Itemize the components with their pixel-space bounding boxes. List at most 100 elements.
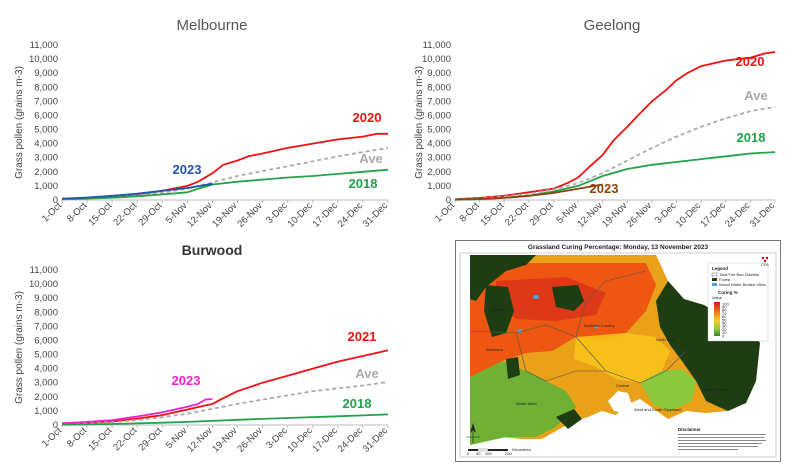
legend-item-fire-ban: Total Fire Ban Districts <box>719 272 759 277</box>
y-tick-label: 5,000 <box>34 350 58 361</box>
legend-item-forest: Forest <box>719 277 731 282</box>
y-tick-label: 3,000 <box>427 153 451 164</box>
district-boundaries <box>469 270 687 384</box>
series-label-2018: 2018 <box>737 130 766 145</box>
grassland-curing-map-panel: Mallee Wimmera Northern Country North Ea… <box>455 240 781 462</box>
chart-burwood: Burwood Grass pollen (grains m-3) 0 1,000 2,… <box>14 242 390 455</box>
curing-scale-bar <box>714 302 720 336</box>
low-curing-area-gippsland <box>640 369 696 411</box>
y-tick-label: 0 <box>53 195 58 206</box>
curing-scale-value: 20 <box>722 327 727 332</box>
scale-tick-100: 100 <box>485 451 492 456</box>
chart-melbourne: Melbourne Grass pollen (grains m-3) 0 1,000… <box>14 17 390 230</box>
forest-north-west <box>470 255 536 301</box>
series-label-2023: 2023 <box>590 181 619 196</box>
y-tick-label: 7,000 <box>34 321 58 332</box>
map-legend-title: Legend <box>712 266 728 271</box>
y-tick-label: 4,000 <box>34 139 58 150</box>
port-phillip-bay <box>608 391 632 413</box>
series-label-2020: 2020 <box>736 54 765 69</box>
y-tick-label: 8,000 <box>427 82 451 93</box>
chart-title: Burwood <box>182 242 243 258</box>
series-line-2020 <box>61 132 388 200</box>
region-label-northern-country: Northern Country <box>584 323 615 328</box>
chart-title: Melbourne <box>177 17 248 34</box>
y-tick-label: 5,000 <box>34 125 58 136</box>
curing-scale-value: 60 <box>722 314 727 319</box>
x-tick-label: 22-Oct <box>111 200 139 228</box>
forest-grampians <box>506 357 520 379</box>
curing-scale-title: Curing % <box>718 290 738 295</box>
x-tick-label: 26-Nov <box>235 200 265 230</box>
y-tick-label: 7,000 <box>34 96 58 107</box>
region-label-south-west: South West <box>516 401 537 406</box>
y-tick-label: 2,000 <box>34 167 58 178</box>
y-axis-label: Grass pollen (grains m-3) <box>14 66 25 179</box>
y-axis-label: Grass pollen (grains m-3) <box>414 66 425 179</box>
series-line-2018 <box>61 413 389 426</box>
series-label-ave: Ave <box>355 366 378 381</box>
series-line-ave <box>61 381 389 426</box>
y-tick-label: 1,000 <box>34 181 58 192</box>
disclaimer-title: Disclaimer <box>678 427 701 432</box>
x-tick-label: 31-Dec <box>361 200 391 230</box>
region-label-central: Central <box>616 383 629 388</box>
region-label-mallee: Mallee <box>492 307 505 312</box>
series-line-ave <box>61 147 389 201</box>
y-tick-label: 1,000 <box>427 181 451 192</box>
mid-curing-area <box>574 333 670 383</box>
y-tick-label: 11,000 <box>423 40 451 51</box>
y-tick-label: 9,000 <box>34 293 58 304</box>
y-tick-label: 0 <box>446 195 451 206</box>
chart-geelong: Geelong Grass pollen (grains m-3) 0 1,000 2,… <box>414 17 777 230</box>
y-tick-label: 0 <box>53 420 58 431</box>
x-tick-label: 17-Dec <box>698 200 728 230</box>
series-label-2023: 2023 <box>173 162 202 177</box>
curing-scale-value: 90 <box>722 305 727 310</box>
disclaimer-text-lines <box>678 434 766 450</box>
scale-tick-200: 200 <box>505 451 512 456</box>
region-label-wimmera: Wimmera <box>486 347 504 352</box>
series-label-2021: 2021 <box>348 329 377 344</box>
x-tick-label: 26-Nov <box>235 425 265 455</box>
x-tick-label: 29-Oct <box>136 425 164 453</box>
region-label-west-south-gippsland: West and South Gippsland <box>634 407 682 412</box>
region-label-north-east: North East <box>656 337 676 342</box>
chart-title: Geelong <box>584 17 641 34</box>
y-axis-label: Grass pollen (grains m-3) <box>14 291 25 404</box>
x-tick-label: 15-Oct <box>86 200 114 228</box>
curing-scale-value: 0 <box>722 333 725 338</box>
curing-map-svg: Mallee Wimmera Northern Country North Ea… <box>459 252 777 458</box>
x-tick-label: 24-Dec <box>336 425 366 455</box>
x-tick-label: 17-Dec <box>311 200 341 230</box>
cfa-logo: CFA <box>760 255 772 267</box>
x-tick-label: 31-Dec <box>361 425 391 455</box>
series-label-2018: 2018 <box>349 176 378 191</box>
y-tick-label: 3,000 <box>34 378 58 389</box>
x-tick-label: 24-Dec <box>723 200 753 230</box>
x-tick-label: 29-Oct <box>136 200 164 228</box>
x-tick-label: 1-Oct <box>40 200 64 224</box>
y-tick-label: 4,000 <box>427 139 451 150</box>
series-line-2021 <box>61 349 389 425</box>
x-tick-label: 19-Nov <box>210 425 240 455</box>
x-tick-label: 1-Oct <box>433 200 457 224</box>
legend-swatch-fire-ban <box>711 272 718 277</box>
y-tick-label: 2,000 <box>34 392 58 403</box>
scale-tick-50: 50 <box>476 451 481 456</box>
curing-scale-value: 10 <box>722 330 727 335</box>
forest-mallee-block <box>484 285 514 337</box>
y-tick-label: 2,000 <box>427 167 451 178</box>
curing-scale-sub: Value <box>712 295 723 300</box>
x-tick-label: 22-Oct <box>503 200 531 228</box>
curing-scale-value: 100 <box>722 301 729 306</box>
y-tick-label: 6,000 <box>34 335 58 346</box>
x-tick-label: 31-Dec <box>748 200 778 230</box>
series-label-2020: 2020 <box>353 110 382 125</box>
region-label-east-gippsland: East Gippsland <box>702 387 729 392</box>
x-tick-label: 15-Oct <box>86 425 114 453</box>
lake-1 <box>533 295 539 299</box>
x-tick-label: 29-Oct <box>528 200 556 228</box>
scale-bar-unit: Kilometres <box>512 447 531 452</box>
